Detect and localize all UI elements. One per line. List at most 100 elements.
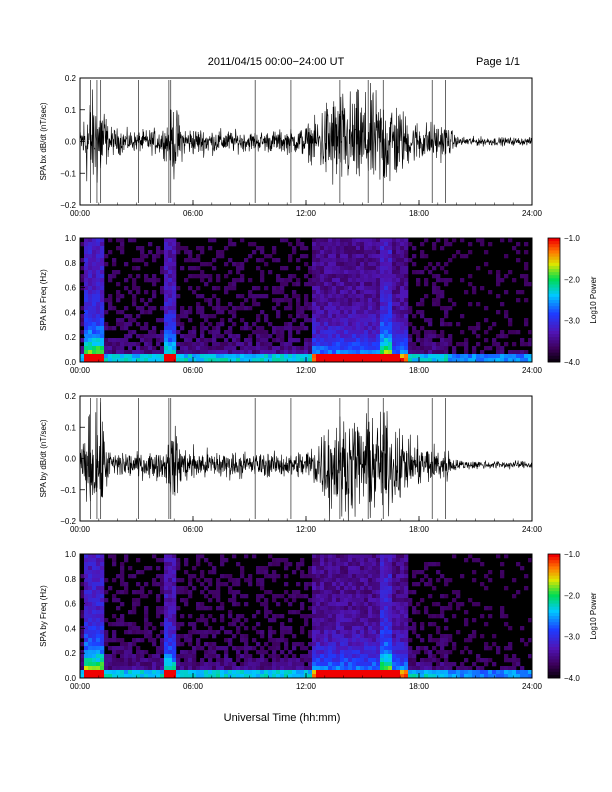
- spectrogram-cell: [128, 610, 133, 615]
- spectrogram-cell: [396, 658, 401, 663]
- spectrogram-cell: [512, 342, 517, 347]
- spectrogram-cell: [220, 558, 225, 563]
- spectrogram-cell: [312, 338, 317, 343]
- y-tick-label-3-4: 0.2: [65, 649, 77, 658]
- spectrogram-cell: [464, 350, 469, 355]
- spectrogram-cell: [472, 578, 477, 583]
- spectrogram-cell: [488, 290, 493, 295]
- spectrogram-cell: [180, 650, 185, 655]
- spectrogram-cell: [176, 318, 181, 323]
- spectrogram-cell: [312, 330, 317, 335]
- spectrogram-cell: [232, 674, 237, 679]
- spectrogram-cell: [264, 602, 269, 607]
- spectrogram-cell: [304, 254, 309, 259]
- spectrogram-cell: [348, 262, 353, 267]
- spectrogram-cell: [312, 350, 317, 355]
- spectrogram-cell: [296, 590, 301, 595]
- spectrogram-cell: [380, 302, 385, 307]
- spectrogram-cell: [92, 630, 97, 635]
- spectrogram-cell: [400, 346, 405, 351]
- spectrogram-cell: [212, 258, 217, 263]
- spectrogram-cell: [344, 562, 349, 567]
- spectrogram-cell: [464, 638, 469, 643]
- spectrogram-cell: [516, 590, 521, 595]
- spectrogram-cell: [400, 354, 405, 359]
- spectrogram-cell: [444, 262, 449, 267]
- spectrogram-cell: [496, 278, 501, 283]
- spectrogram-cell: [340, 554, 345, 559]
- spectrogram-cell: [476, 238, 481, 243]
- spectrogram-cell: [336, 294, 341, 299]
- spectrogram-cell: [204, 346, 209, 351]
- spectrogram-cell: [236, 294, 241, 299]
- spectrogram-cell: [128, 274, 133, 279]
- spectrogram-cell: [380, 554, 385, 559]
- spectrogram-cell: [116, 646, 121, 651]
- spectrogram-cell: [304, 294, 309, 299]
- spectrogram-cell: [120, 590, 125, 595]
- spectrogram-cell: [164, 582, 169, 587]
- spectrogram-cell: [448, 258, 453, 263]
- spectrogram-cell: [104, 642, 109, 647]
- spectrogram-cell: [204, 642, 209, 647]
- spectrogram-cell: [432, 334, 437, 339]
- spectrogram-cell: [380, 658, 385, 663]
- spectrogram-cell: [320, 294, 325, 299]
- spectrogram-cell: [88, 674, 93, 679]
- spectrogram-cell: [504, 666, 509, 671]
- y-tick-label-2-0: 0.2: [65, 392, 77, 401]
- spectrogram-cell: [92, 318, 97, 323]
- spectrogram-cell: [204, 350, 209, 355]
- spectrogram-cell: [360, 254, 365, 259]
- spectrogram-cell: [376, 650, 381, 655]
- spectrogram-cell: [380, 574, 385, 579]
- spectrogram-cell: [192, 346, 197, 351]
- spectrogram-cell: [160, 586, 165, 591]
- spectrogram-cell: [264, 342, 269, 347]
- spectrogram-cell: [344, 614, 349, 619]
- spectrogram-cell: [500, 674, 505, 679]
- spectrogram-cell: [348, 302, 353, 307]
- spectrogram-cell: [168, 642, 173, 647]
- spectrogram-cell: [352, 646, 357, 651]
- spectrogram-cell: [360, 334, 365, 339]
- colorbar-cell: [548, 312, 560, 316]
- spectrogram-cell: [328, 650, 333, 655]
- spectrogram-cell: [352, 238, 357, 243]
- spectrogram-cell: [304, 350, 309, 355]
- spectrogram-cell: [364, 646, 369, 651]
- spectrogram-cell: [104, 354, 109, 359]
- spectrogram-cell: [348, 334, 353, 339]
- spectrogram-cell: [392, 626, 397, 631]
- spectrogram-cell: [152, 554, 157, 559]
- spectrogram-cell: [96, 582, 101, 587]
- spectrogram-cell: [168, 286, 173, 291]
- spectrogram-cell: [84, 658, 89, 663]
- spectrogram-cell: [408, 658, 413, 663]
- spectrogram-cell: [368, 630, 373, 635]
- spectrogram-cell: [84, 610, 89, 615]
- spectrogram-cell: [500, 606, 505, 611]
- spectrogram-cell: [96, 282, 101, 287]
- spectrogram-cell: [360, 610, 365, 615]
- spectrogram-cell: [500, 278, 505, 283]
- spectrogram-cell: [332, 634, 337, 639]
- spectrogram-cell: [332, 562, 337, 567]
- spectrogram-cell: [376, 662, 381, 667]
- spectrogram-cell: [376, 670, 381, 675]
- spectrogram-cell: [464, 338, 469, 343]
- spectrogram-cell: [496, 350, 501, 355]
- spectrogram-cell: [240, 674, 245, 679]
- spectrogram-cell: [424, 662, 429, 667]
- spectrogram-cell: [364, 318, 369, 323]
- spectrogram-cell: [236, 342, 241, 347]
- spectrogram-cell: [136, 358, 141, 363]
- spectrogram-cell: [372, 574, 377, 579]
- spectrogram-cell: [164, 618, 169, 623]
- spectrogram-cell: [424, 278, 429, 283]
- spectrogram-cell: [272, 642, 277, 647]
- spectrogram-cell: [404, 638, 409, 643]
- spectrogram-cell: [136, 658, 141, 663]
- spectrogram-cell: [424, 338, 429, 343]
- spectrogram-cell: [124, 334, 129, 339]
